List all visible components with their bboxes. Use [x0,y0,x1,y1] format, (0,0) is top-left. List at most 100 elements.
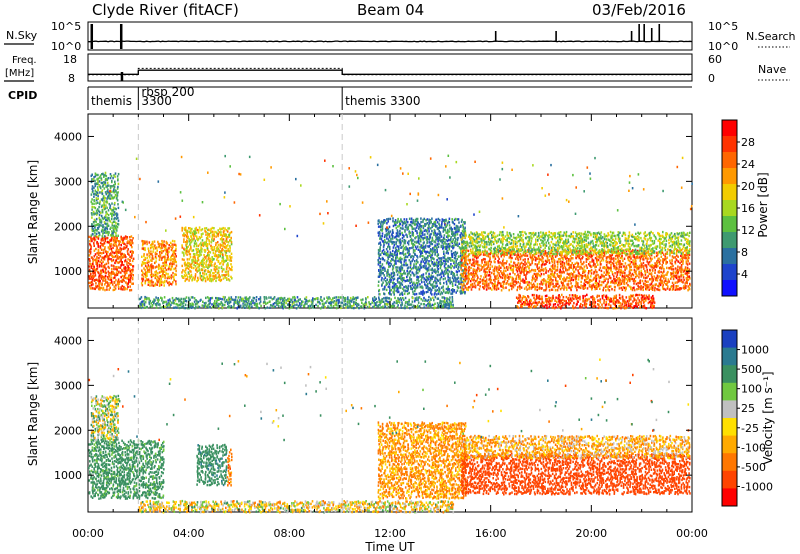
heatmap-cell [280,301,283,304]
heatmap-cell [602,251,605,254]
heatmap-cell [496,271,499,274]
heatmap-cell [593,276,595,280]
heatmap-cell [385,253,388,257]
heatmap-cell [448,227,451,230]
heatmap-cell [211,277,213,281]
heatmap-cell [498,257,500,261]
heatmap-cell [351,298,354,301]
heatmap-cell [478,254,481,257]
heatmap-cell [203,302,206,305]
heatmap-cell [392,246,395,249]
heatmap-cell [386,237,388,240]
heatmap-cell [188,240,190,243]
heatmap-cell [559,262,562,266]
heatmap-cell [517,255,519,258]
heatmap-cell [411,306,414,309]
heatmap-cell [90,266,93,269]
heatmap-cell [248,297,250,300]
heatmap-cell [440,302,442,306]
heatmap-cell [101,181,103,185]
heatmap-cell [428,241,431,244]
heatmap-cell [365,303,368,306]
heatmap-cell [418,292,421,295]
heatmap-cell [396,245,398,248]
heatmap-cell [200,253,202,256]
heatmap-cell [165,261,167,264]
heatmap-cell [446,299,448,303]
heatmap-cell [204,227,206,230]
heatmap-cell [441,222,443,226]
heatmap-cell [420,266,422,269]
heatmap-cell [552,282,554,285]
heatmap-cell [465,261,468,265]
heatmap-cell [450,230,453,233]
heatmap-cell [275,300,277,303]
heatmap-cell [98,216,101,220]
heatmap-cell [374,298,376,301]
heatmap-cell [434,268,436,271]
heatmap-cell [160,281,162,285]
heatmap-cell [191,261,194,264]
heatmap-cell [443,281,445,285]
heatmap-cell [486,271,489,274]
heatmap-cell [453,226,456,230]
heatmap-cell [448,217,451,220]
heatmap-cell [116,247,118,250]
heatmap-cell [264,301,267,304]
heatmap-cell [139,304,141,308]
heatmap-cell [345,306,347,309]
heatmap-cell [120,252,122,256]
heatmap-cell [161,239,163,243]
heatmap-cell [90,245,92,248]
heatmap-cell [282,300,284,303]
heatmap-cell [238,300,241,304]
heatmap-cell [301,300,303,303]
heatmap-cell [502,280,504,284]
nsky-label: N.Sky [6,29,38,42]
heatmap-cell [185,241,187,244]
heatmap-cell [265,297,268,300]
heatmap-cell [383,278,385,281]
heatmap-cell [435,281,438,284]
heatmap-cell [447,256,449,260]
nsearch-label: N.Search [746,30,796,43]
heatmap-cell [522,278,524,281]
heatmap-cell [431,262,433,265]
heatmap-cell [486,285,488,288]
heatmap-cell [586,266,588,269]
heatmap-cell [118,280,121,284]
heatmap-cell [563,255,566,258]
heatmap-cell [414,266,416,269]
heatmap-cell [559,253,561,256]
heatmap-cell [424,224,426,227]
heatmap-cell [224,227,226,230]
heatmap-cell [596,255,598,258]
heatmap-cell [229,246,231,250]
heatmap-cell [464,252,467,256]
heatmap-cell [578,253,581,257]
heatmap-cell [162,264,165,268]
heatmap-cell [347,297,349,301]
heatmap-cell [156,302,158,305]
heatmap-cell [328,296,330,299]
heatmap-cell [478,267,480,270]
heatmap-cell [449,244,451,248]
heatmap-cell [215,274,217,277]
heatmap-cell [154,284,156,287]
heatmap-cell [107,233,110,237]
heatmap-cell [392,249,394,253]
heatmap-cell [443,274,445,277]
heatmap-cell [574,262,577,265]
heatmap-cell [104,237,107,241]
heatmap-cell [395,299,398,303]
heatmap-cell [148,254,151,258]
heatmap-cell [444,263,446,266]
heatmap-cell [123,276,125,279]
heatmap-cell [122,238,125,241]
heatmap-cell [516,288,518,292]
heatmap-cell [442,290,445,293]
heatmap-cell [215,244,217,247]
heatmap-cell [457,263,459,266]
heatmap-cell [448,246,450,249]
heatmap-cell [183,240,185,243]
